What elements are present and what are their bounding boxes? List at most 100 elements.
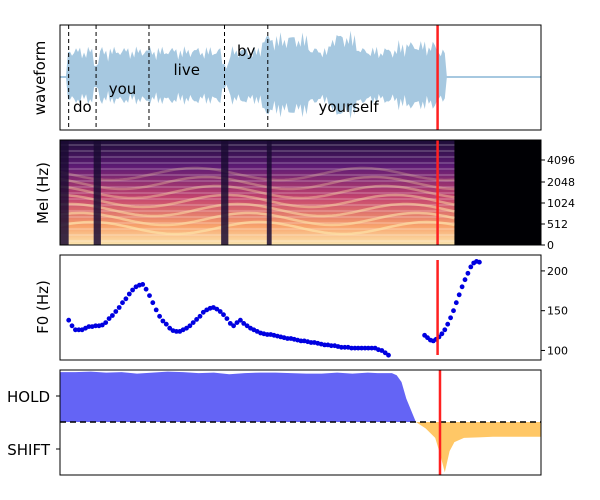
f0-point xyxy=(322,342,327,348)
mel-tick-label: 1024 xyxy=(547,197,575,210)
f0-point xyxy=(439,331,445,337)
f0-point xyxy=(174,329,179,334)
mel-gap xyxy=(60,140,69,245)
f0-point xyxy=(73,327,78,333)
mel-harmonic-band xyxy=(60,211,455,227)
mel-tick-label: 0 xyxy=(547,239,554,252)
f0-point xyxy=(365,345,371,351)
f0-panel: 100 150 200 F0 (Hz) xyxy=(34,254,568,361)
f0-point xyxy=(453,300,459,306)
f0-point xyxy=(197,313,203,319)
f0-point xyxy=(352,345,358,351)
f0-point xyxy=(342,344,348,350)
word-boundaries xyxy=(68,25,269,130)
f0-point xyxy=(459,284,465,290)
f0-point xyxy=(234,320,240,325)
f0-point xyxy=(130,287,136,293)
f0-point xyxy=(157,313,163,319)
word-label: you xyxy=(109,80,137,98)
waveform-ylabel: waveform xyxy=(31,41,49,116)
mel-frame xyxy=(59,139,542,246)
mel-silence-gaps xyxy=(60,140,272,245)
mel-harmonics xyxy=(60,140,455,245)
f0-point xyxy=(147,293,152,298)
mel-harmonic-band xyxy=(60,175,455,191)
f0-point xyxy=(244,323,250,329)
mel-ylabel: Mel (Hz) xyxy=(34,162,52,224)
f0-point xyxy=(190,320,196,325)
f0-point xyxy=(477,259,482,265)
mel-tick-label: 4096 xyxy=(547,154,575,167)
f0-point xyxy=(106,316,112,321)
f0-point xyxy=(224,316,230,321)
turn-frame xyxy=(59,369,542,476)
f0-frame xyxy=(59,254,542,361)
f0-point xyxy=(227,321,233,326)
f0-point xyxy=(241,321,247,326)
f0-point xyxy=(328,343,334,349)
mel-yaxis: 0 512 1024 2048 4096 xyxy=(541,154,575,252)
hold-area xyxy=(60,371,541,422)
f0-point xyxy=(448,315,453,321)
word-label: live xyxy=(174,61,200,79)
f0-point xyxy=(103,320,109,325)
mel-gap xyxy=(221,140,229,245)
f0-point xyxy=(93,323,98,329)
f0-point xyxy=(214,306,220,312)
f0-point xyxy=(167,325,173,331)
f0-point xyxy=(462,277,468,283)
f0-point xyxy=(285,336,290,341)
turn-panel: HOLD SHIFT xyxy=(7,369,542,476)
mel-harmonic-band xyxy=(60,184,455,200)
f0-point xyxy=(184,325,189,331)
shift-tick-label: SHIFT xyxy=(7,441,51,459)
f0-point xyxy=(69,323,75,329)
f0-point xyxy=(116,305,122,310)
f0-tick-label: 100 xyxy=(547,344,568,357)
mel-tick-label: 512 xyxy=(547,218,568,231)
f0-point xyxy=(221,312,226,318)
f0-point xyxy=(238,317,243,323)
waveform-frame xyxy=(59,24,542,131)
f0-point xyxy=(76,327,82,333)
f0-point xyxy=(442,327,448,333)
f0-yaxis: 100 150 200 xyxy=(541,265,568,357)
mel-harmonic-band xyxy=(60,166,455,182)
f0-point xyxy=(298,338,304,344)
mel-harmonic-band xyxy=(60,193,455,209)
f0-point xyxy=(153,307,159,313)
f0-point xyxy=(110,313,115,318)
f0-point xyxy=(456,292,462,298)
f0-point xyxy=(349,345,354,351)
f0-point xyxy=(445,321,451,327)
f0-point xyxy=(160,318,166,324)
f0-point xyxy=(359,345,364,351)
f0-point xyxy=(113,309,119,314)
shift-area xyxy=(60,422,541,473)
f0-point xyxy=(382,350,388,356)
mel-gap xyxy=(266,140,272,245)
mel-harmonic-band xyxy=(60,220,455,236)
f0-point xyxy=(468,264,474,270)
f0-point xyxy=(194,317,200,322)
f0-point xyxy=(150,300,156,306)
f0-point xyxy=(355,345,361,351)
word-label: by xyxy=(237,42,256,60)
f0-point xyxy=(66,317,72,323)
f0-tick-label: 150 xyxy=(547,305,568,318)
f0-point xyxy=(200,309,206,315)
mel-gap xyxy=(93,140,101,245)
f0-points xyxy=(66,259,482,358)
waveform-area xyxy=(60,30,541,119)
f0-point xyxy=(86,324,92,329)
f0-point xyxy=(264,332,270,337)
f0-point xyxy=(126,291,132,297)
mel-tick-label: 2048 xyxy=(547,176,575,189)
f0-point xyxy=(163,321,169,327)
f0-point xyxy=(465,270,471,276)
mel-panel: 0 512 1024 2048 4096 Mel (Hz) xyxy=(34,139,575,252)
f0-point xyxy=(140,282,146,287)
